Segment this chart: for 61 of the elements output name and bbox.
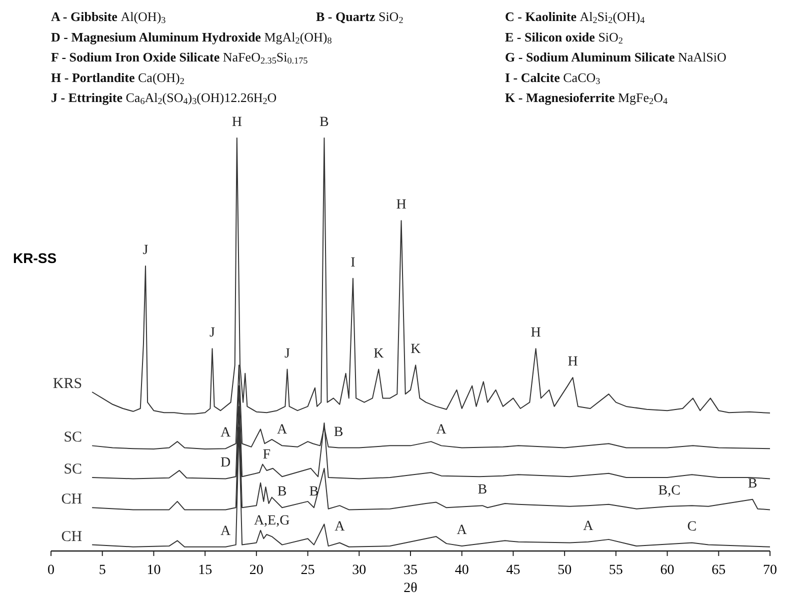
annotation: B bbox=[277, 484, 287, 500]
annotation: B,C bbox=[658, 483, 680, 498]
text: I - Calcite CaCO$_{3}$ bbox=[505, 70, 601, 86]
annotation: H bbox=[530, 326, 541, 341]
x-tick-label: 40 bbox=[454, 563, 469, 578]
series-label: CH bbox=[61, 528, 82, 545]
annotation: I bbox=[350, 255, 356, 270]
text: B - Quartz SiO$_{2}$ bbox=[316, 9, 404, 26]
text: F - Sodium Iron Oxide Silicate NaFeO$_{2.35}$Si$_{0.175}$ bbox=[51, 50, 308, 66]
annotation: B bbox=[320, 115, 329, 130]
text: D - Magnesium Aluminum Hydroxide MgAl$_{2}$(OH)$_{8}$ bbox=[51, 29, 332, 46]
text: J - Ettringite Ca$_{6}$Al$_{2}$(SO$_{4}$)$_{3}$(OH)12.26H$_{2}$O bbox=[51, 90, 277, 106]
x-axis-title: 2θ bbox=[404, 581, 418, 596]
annotation: A bbox=[220, 524, 232, 539]
x-tick-label: 60 bbox=[660, 563, 674, 578]
annotation: H bbox=[568, 354, 578, 370]
series-label: CH bbox=[61, 492, 82, 508]
annotation: B bbox=[478, 482, 488, 498]
annotation: A bbox=[220, 426, 232, 441]
annotation: K bbox=[374, 346, 384, 362]
x-tick-label: 0 bbox=[48, 563, 54, 578]
annotation: H bbox=[396, 198, 406, 213]
annotation: A bbox=[436, 422, 448, 438]
series-label: KRS bbox=[52, 376, 82, 392]
annotation: A,E,G bbox=[254, 514, 290, 529]
annotation: F bbox=[262, 447, 271, 462]
x-tick-label: 65 bbox=[712, 563, 726, 578]
annotation: A bbox=[456, 523, 468, 538]
annotation: A bbox=[583, 518, 594, 534]
annotation: C bbox=[687, 520, 697, 535]
annotation: D bbox=[220, 456, 231, 471]
annotation: A bbox=[334, 520, 346, 535]
x-tick-label: 30 bbox=[352, 563, 366, 578]
annotation: J bbox=[284, 346, 291, 362]
annotation: A bbox=[277, 422, 288, 438]
x-tick-label: 50 bbox=[558, 563, 572, 578]
text: G - Sodium Aluminum Silicate NaAlSiO bbox=[505, 50, 726, 65]
x-tick-label: 5 bbox=[98, 563, 106, 578]
annotation: H bbox=[232, 115, 242, 130]
x-tick-label: 70 bbox=[763, 563, 777, 578]
x-tick-label: 55 bbox=[608, 563, 623, 578]
text: A - Gibbsite Al(OH)$_{3}$ bbox=[51, 9, 166, 26]
x-tick-label: 35 bbox=[404, 563, 418, 578]
annotation: KR-SS bbox=[13, 250, 57, 266]
x-tick-label: 45 bbox=[506, 563, 520, 578]
annotation: J bbox=[210, 326, 216, 341]
series-label: SC bbox=[64, 461, 82, 478]
text: H - Portlandite Ca(OH)$_{2}$ bbox=[51, 70, 185, 86]
x-tick-label: 20 bbox=[249, 563, 264, 578]
annotation: K bbox=[410, 342, 421, 358]
annotation: B bbox=[748, 476, 758, 492]
annotation: J bbox=[142, 243, 149, 258]
x-tick-label: 25 bbox=[300, 563, 315, 578]
text: K - Magnesioferrite MgFe$_{2}$O$_{4}$ bbox=[505, 90, 668, 106]
annotation: B bbox=[309, 484, 319, 500]
text: E - Silicon oxide SiO$_{2}$ bbox=[505, 29, 624, 46]
series-label: SC bbox=[64, 430, 82, 446]
x-tick-label: 15 bbox=[198, 563, 212, 578]
text: C - Kaolinite Al$_{2}$Si$_{2}$(OH)$_{4}$ bbox=[505, 9, 646, 26]
annotation: B bbox=[334, 424, 344, 440]
x-tick-label: 10 bbox=[146, 563, 161, 578]
